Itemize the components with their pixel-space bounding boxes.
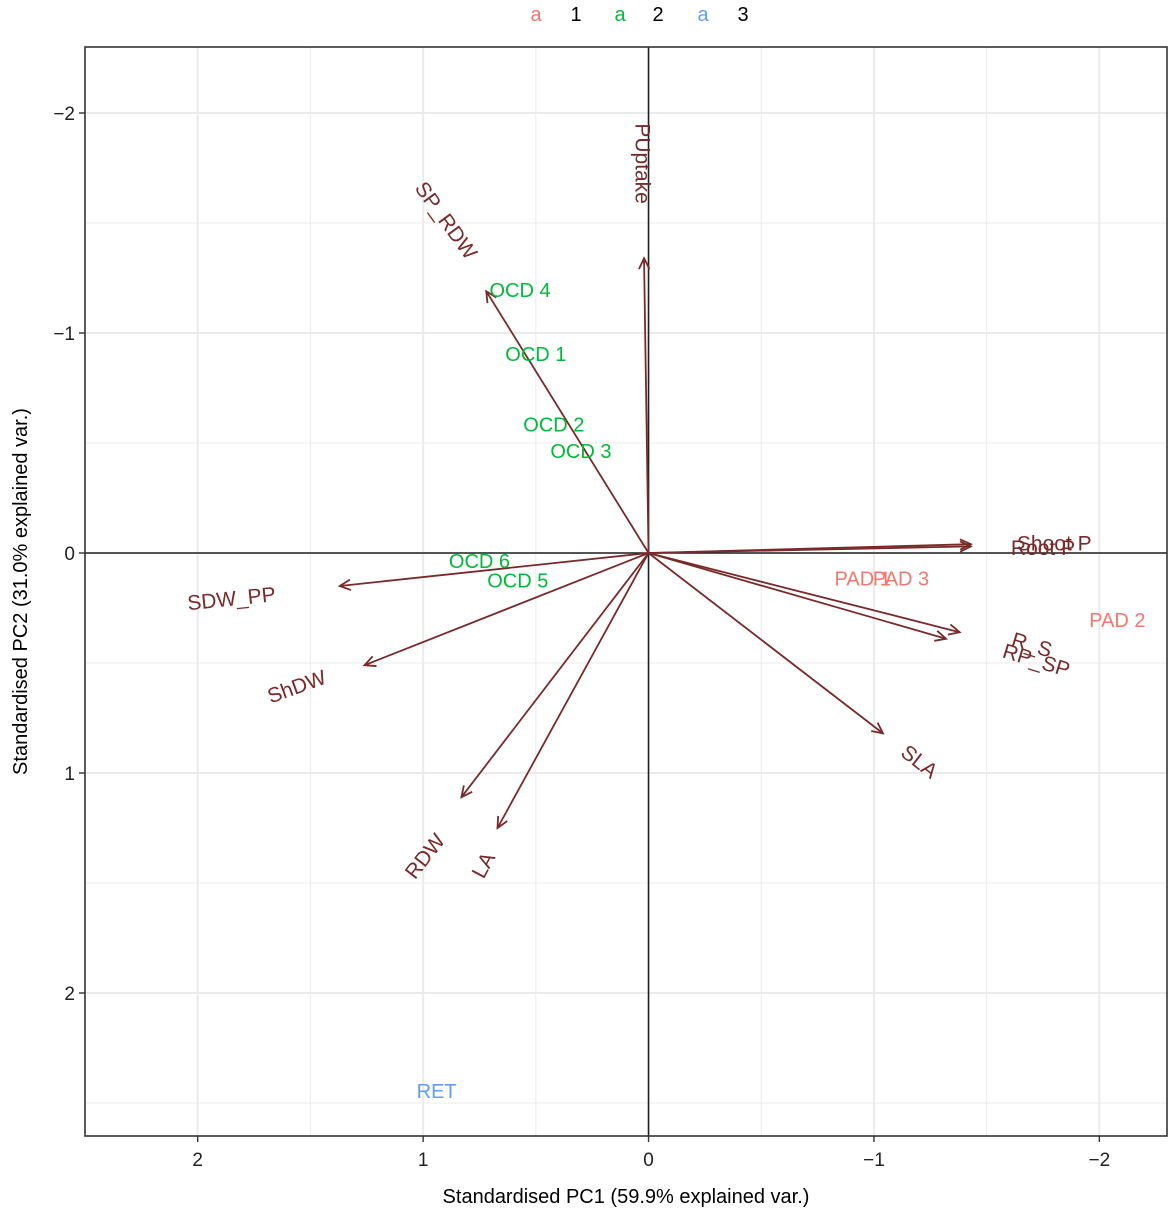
observation-label: OCD 3 (550, 441, 611, 463)
x-axis-title: Standardised PC1 (59.9% explained var.) (443, 1186, 810, 1208)
y-tick-label: −2 (53, 104, 75, 125)
observation-label: OCD 1 (505, 344, 566, 366)
loading-label: PUptake (630, 123, 653, 204)
legend-key: a (614, 4, 626, 26)
arrow-head (947, 623, 962, 636)
x-tick-label: −1 (863, 1150, 885, 1171)
arrow-head (337, 578, 352, 591)
y-axis-title: Standardised PC2 (31.0% explained var.) (10, 408, 32, 775)
x-tick-label: 1 (418, 1150, 429, 1171)
arrow-shaft (643, 258, 650, 554)
observation-label: OCD 6 (449, 551, 510, 573)
loading-arrow (648, 540, 973, 554)
arrow-shaft (647, 552, 884, 735)
legend-key: a (697, 4, 709, 26)
arrow-shaft (496, 552, 650, 829)
loading-arrow (337, 552, 649, 591)
loading-arrow (496, 552, 650, 830)
arrow-shaft (648, 552, 947, 640)
legend: a 1 a 2 a 3 (530, 4, 748, 26)
arrow-head (362, 655, 377, 667)
y-tick-label: 1 (64, 764, 75, 785)
loading-arrow (362, 552, 649, 667)
y-tick-label: 0 (64, 544, 75, 565)
arrow-head (638, 256, 651, 270)
arrow-shaft (648, 552, 960, 634)
observation-label: OCD 5 (487, 571, 548, 593)
loading-arrow (485, 289, 650, 554)
arrow-shaft (339, 552, 649, 587)
y-axis: −2 −1 0 1 2 (53, 104, 85, 1005)
observation-label: PAD 2 (1089, 610, 1145, 632)
legend-label: 2 (652, 4, 663, 26)
loading-arrow (638, 256, 651, 554)
x-tick-label: 0 (643, 1150, 654, 1171)
arrow-head (934, 630, 949, 642)
x-axis: 2 1 0 −1 −2 (192, 1136, 1110, 1171)
observation-label: RET (417, 1081, 457, 1103)
loading-label: Root P (1011, 537, 1075, 560)
arrow-head (496, 815, 508, 830)
loading-arrow (648, 552, 949, 642)
loading-arrow (460, 552, 650, 799)
arrow-shaft (485, 290, 650, 554)
loading-arrows (337, 256, 973, 830)
arrow-head (485, 289, 497, 304)
panel-border (84, 46, 1168, 1137)
loading-arrow (647, 552, 885, 735)
arrow-shaft (364, 552, 649, 667)
arrow-head (959, 540, 973, 553)
x-tick-label: −2 (1089, 1150, 1111, 1171)
arrow-shaft (648, 545, 971, 554)
zero-lines (85, 47, 1167, 1136)
arrow-head (959, 538, 973, 551)
y-tick-label: −1 (53, 324, 75, 345)
arrow-shaft (460, 552, 650, 798)
x-tick-label: 2 (192, 1150, 203, 1171)
observation-label: PAD 3 (873, 568, 929, 590)
y-tick-label: 2 (64, 984, 75, 1005)
loading-label: Shoot P (1017, 533, 1092, 556)
arrow-head (871, 722, 885, 735)
legend-label: 3 (737, 4, 748, 26)
legend-key: a (530, 4, 542, 26)
observation-label: OCD 2 (523, 414, 584, 436)
arrow-head (460, 785, 473, 799)
observation-label: PAD 1 (835, 568, 891, 590)
loading-arrow (648, 552, 962, 636)
observation-label: OCD 4 (489, 280, 550, 302)
legend-label: 1 (570, 4, 581, 26)
